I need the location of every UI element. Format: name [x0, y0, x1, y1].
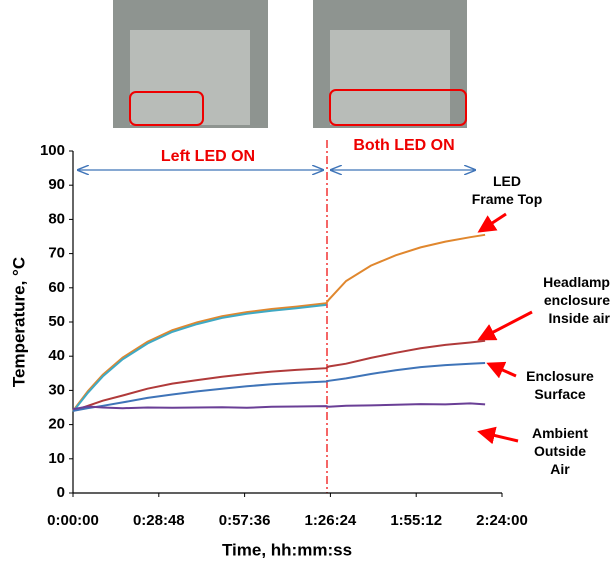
y-tick-label: 20: [48, 416, 65, 433]
pointer-arrow: [477, 310, 533, 341]
series-label: Headlamp enclosure Inside air: [543, 274, 610, 326]
series-label: LED Frame Top: [471, 173, 543, 207]
series-label: Ambient Outside Air: [532, 425, 588, 477]
y-tick-label: 60: [48, 279, 65, 296]
pointer-arrow: [477, 426, 519, 445]
series-line: [72, 233, 486, 412]
x-tick-label: 0:00:00: [47, 512, 99, 529]
photo-detail: [130, 30, 250, 125]
photo-detail: [330, 30, 450, 125]
y-tick-label: 80: [48, 210, 65, 227]
series-line: [72, 402, 486, 411]
y-tick-label: 90: [48, 176, 65, 193]
x-tick-label: 1:55:12: [390, 512, 442, 529]
highlight-box: [129, 91, 204, 126]
x-tick-label: 0:28:48: [133, 512, 185, 529]
y-tick-label: 0: [57, 484, 65, 501]
x-axis-title: Time, hh:mm:ss: [222, 540, 352, 559]
y-tick-label: 70: [48, 245, 65, 262]
x-tick-label: 0:57:36: [219, 512, 271, 529]
y-tick-label: 100: [40, 142, 65, 159]
series-line: [72, 362, 486, 412]
x-tick-label: 1:26:24: [305, 512, 357, 529]
series-line: [72, 303, 327, 413]
y-tick-label: 40: [48, 347, 65, 364]
pointer-arrow: [486, 361, 517, 379]
annotation: Both LED ON: [353, 137, 454, 154]
y-tick-label: 30: [48, 381, 65, 398]
pointer-arrow: [477, 212, 507, 233]
series-line: [72, 339, 486, 412]
x-tick-label: 2:24:00: [476, 512, 528, 529]
series-label: Enclosure Surface: [526, 368, 594, 402]
y-axis-title: Temperature, °C: [9, 257, 28, 387]
annotation: Left LED ON: [161, 148, 255, 165]
highlight-box: [329, 89, 467, 126]
y-tick-label: 10: [48, 450, 65, 467]
y-tick-label: 50: [48, 313, 65, 330]
